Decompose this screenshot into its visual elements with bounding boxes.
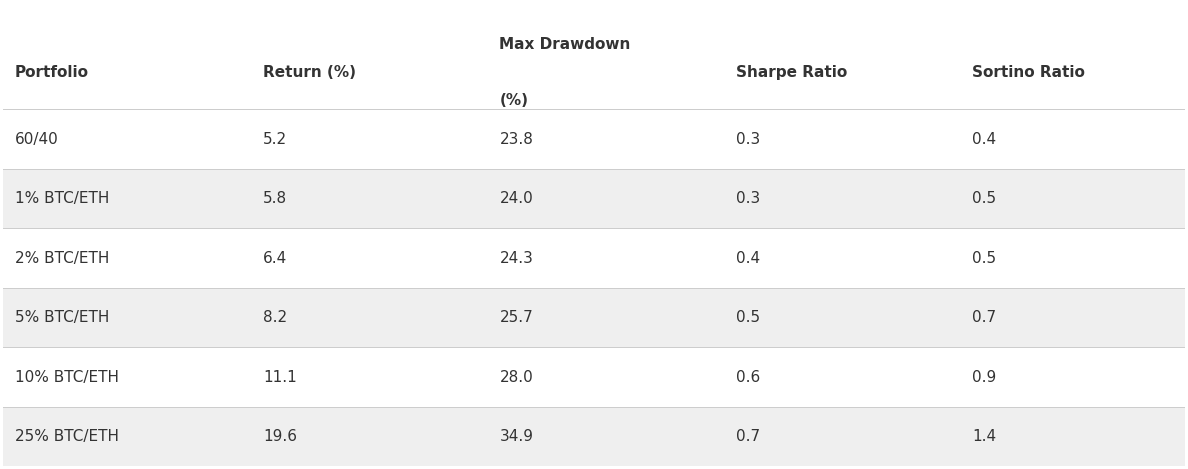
Bar — [2, 169, 1186, 228]
Text: 0.9: 0.9 — [973, 370, 997, 385]
Text: Sharpe Ratio: Sharpe Ratio — [735, 65, 847, 80]
Text: 25% BTC/ETH: 25% BTC/ETH — [14, 429, 119, 444]
Text: 25.7: 25.7 — [499, 310, 533, 325]
Text: 11.1: 11.1 — [263, 370, 297, 385]
Text: 19.6: 19.6 — [263, 429, 297, 444]
Text: 0.7: 0.7 — [973, 310, 997, 325]
Text: 5.8: 5.8 — [263, 191, 287, 206]
Text: 0.4: 0.4 — [735, 250, 760, 265]
Text: 1% BTC/ETH: 1% BTC/ETH — [14, 191, 109, 206]
Text: 0.3: 0.3 — [735, 132, 760, 147]
Text: 28.0: 28.0 — [499, 370, 533, 385]
Text: 5.2: 5.2 — [263, 132, 287, 147]
Text: 0.3: 0.3 — [735, 191, 760, 206]
Text: 0.6: 0.6 — [735, 370, 760, 385]
Bar — [2, 407, 1186, 466]
Text: 0.5: 0.5 — [973, 250, 997, 265]
Text: Return (%): Return (%) — [263, 65, 356, 80]
Text: Sortino Ratio: Sortino Ratio — [973, 65, 1086, 80]
Text: 10% BTC/ETH: 10% BTC/ETH — [14, 370, 119, 385]
Text: 2% BTC/ETH: 2% BTC/ETH — [14, 250, 109, 265]
Bar — [2, 288, 1186, 347]
Text: 60/40: 60/40 — [14, 132, 58, 147]
Text: 23.8: 23.8 — [499, 132, 533, 147]
Text: 6.4: 6.4 — [263, 250, 287, 265]
Text: Portfolio: Portfolio — [14, 65, 89, 80]
Text: 1.4: 1.4 — [973, 429, 997, 444]
Text: 5% BTC/ETH: 5% BTC/ETH — [14, 310, 109, 325]
Text: 0.5: 0.5 — [973, 191, 997, 206]
Text: 8.2: 8.2 — [263, 310, 287, 325]
Text: 0.5: 0.5 — [735, 310, 760, 325]
Text: 24.3: 24.3 — [499, 250, 533, 265]
Text: (%): (%) — [499, 92, 529, 107]
Text: Max Drawdown: Max Drawdown — [499, 37, 631, 52]
Text: 0.4: 0.4 — [973, 132, 997, 147]
Text: 0.7: 0.7 — [735, 429, 760, 444]
Text: 34.9: 34.9 — [499, 429, 533, 444]
Text: 24.0: 24.0 — [499, 191, 533, 206]
